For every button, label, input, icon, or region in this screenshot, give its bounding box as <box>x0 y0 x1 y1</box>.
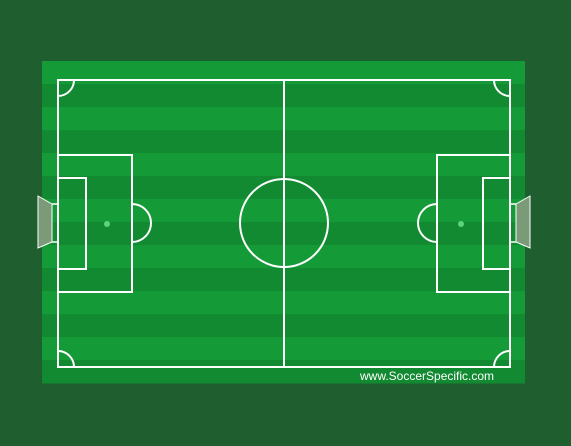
left-goal-net <box>37 195 53 249</box>
corner-arc-top-right <box>493 79 511 97</box>
right-goal-area <box>482 177 511 270</box>
pitch-markings <box>57 79 511 368</box>
left-goal-area <box>57 177 87 270</box>
center-circle <box>239 178 329 268</box>
right-penalty-arc <box>417 203 438 243</box>
left-goal <box>37 195 58 249</box>
corner-arc-bottom-right <box>493 350 511 368</box>
watermark-text: www.SoccerSpecific.com <box>360 369 495 383</box>
grass-stripe <box>42 61 525 85</box>
pitch-stripes <box>42 61 525 384</box>
corner-arc-top-left <box>57 79 75 97</box>
left-penalty-arc <box>131 203 152 243</box>
corner-arc-bottom-left <box>57 350 75 368</box>
left-penalty-spot <box>104 221 110 227</box>
right-goal <box>510 195 531 249</box>
right-goal-net <box>515 195 531 249</box>
grass-stripe <box>42 360 525 384</box>
right-penalty-spot <box>458 221 464 227</box>
